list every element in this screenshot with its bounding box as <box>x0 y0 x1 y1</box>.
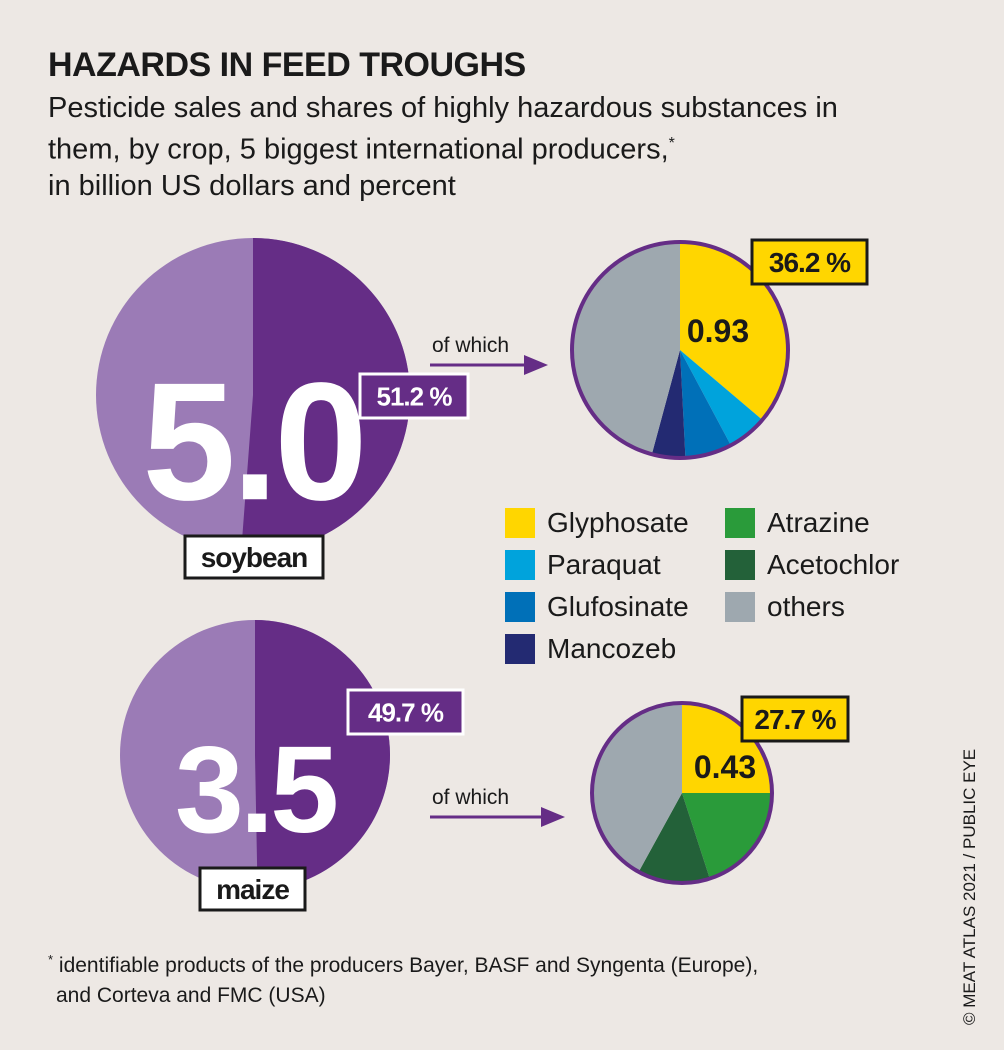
crop-label: soybean <box>201 542 308 573</box>
legend-swatch <box>505 508 535 538</box>
legend-item: Paraquat <box>505 548 725 582</box>
legend-label: Glyphosate <box>547 507 689 538</box>
footnote: * identifiable products of the producers… <box>48 945 758 1011</box>
highlight-value-label: 0.93 <box>687 313 749 349</box>
legend-swatch <box>725 508 755 538</box>
legend-item: others <box>725 590 925 624</box>
pie-slice-hazardous <box>255 620 390 890</box>
highlight-share-label-box <box>750 238 869 286</box>
chart-subtitle: Pesticide sales and shares of highly haz… <box>48 90 868 204</box>
legend-item: Atrazine <box>725 506 925 540</box>
chart-title: HAZARDS IN FEED TROUGHS <box>48 46 526 84</box>
pie-outline <box>590 701 774 885</box>
connector-label: of which <box>432 334 509 357</box>
legend-swatch <box>505 550 535 580</box>
connector-label: of which <box>432 786 509 809</box>
subtitle-line: Pesticide sales and shares of highly haz… <box>48 92 838 124</box>
pie-outline <box>570 240 790 460</box>
legend-label: others <box>767 591 845 622</box>
legend-swatch <box>505 592 535 622</box>
pie-slice-others <box>592 703 682 872</box>
pie-slice-others <box>572 242 680 455</box>
pie-slice-acetochlor <box>638 793 710 883</box>
hazardous-share-label: 49.7 % <box>368 697 444 727</box>
legend-swatch <box>725 550 755 580</box>
legend-label: Atrazine <box>767 507 870 538</box>
pie-slice-glyphosate <box>682 703 772 793</box>
pie-slice-atrazine <box>682 793 772 879</box>
legend-label: Mancozeb <box>547 633 677 664</box>
footnote-text: identifiable products of the producers B… <box>58 954 759 977</box>
legend: Glyphosate Atrazine Paraquat Acetochlor Gluf… <box>505 506 925 666</box>
pie-slice-glufosinate <box>680 350 731 458</box>
hazardous-share-label: 51.2 % <box>377 381 453 411</box>
legend-item: Glufosinate <box>505 590 725 624</box>
credit: © MEAT ATLAS 2021 / PUBLIC EYE <box>960 748 979 1025</box>
footnote-mark: * <box>48 952 54 967</box>
crop-label-box <box>183 534 325 580</box>
arrow-head-icon <box>524 355 548 375</box>
subtitle-line: in billion US dollars and percent <box>48 169 456 202</box>
crop-label-box <box>198 866 307 912</box>
hazardous-share-label-box <box>358 372 470 420</box>
pie-slice-hazardous <box>241 238 410 553</box>
subtitle-text: them, by crop, 5 biggest international p… <box>48 133 669 166</box>
total-value-label: 3.5 <box>175 721 336 859</box>
pie-slice-glyphosate <box>680 242 789 420</box>
highlight-share-label-box <box>740 695 850 743</box>
legend-label: Paraquat <box>547 549 661 580</box>
footnote-text: and Corteva and FMC (USA) <box>56 984 326 1007</box>
legend-item: Mancozeb <box>505 632 725 666</box>
pie-slice-mancozeb <box>651 350 686 459</box>
highlight-value-label: 0.43 <box>694 749 756 785</box>
legend-swatch <box>725 592 755 622</box>
footnote-mark: * <box>668 135 675 152</box>
legend-label: Glufosinate <box>547 591 689 622</box>
legend-label: Acetochlor <box>767 549 900 580</box>
legend-item: Acetochlor <box>725 548 925 582</box>
total-value-label: 5.0 <box>142 347 363 535</box>
hazardous-share-label-box <box>346 688 465 736</box>
highlight-share-label: 36.2 % <box>769 247 851 278</box>
legend-swatch <box>505 634 535 664</box>
arrow-head-icon <box>541 807 565 827</box>
legend-item: Glyphosate <box>505 506 725 540</box>
pie-slice-paraquat <box>680 350 763 446</box>
crop-label: maize <box>216 874 289 905</box>
subtitle-line: them, by crop, 5 biggest international p… <box>48 126 868 168</box>
highlight-share-label: 27.7 % <box>754 704 836 735</box>
